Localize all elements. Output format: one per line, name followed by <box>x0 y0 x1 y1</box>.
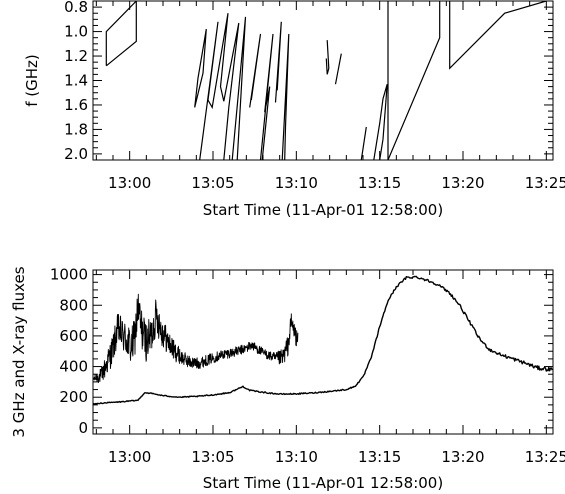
x-tick-label: 13:10 <box>275 174 318 192</box>
y-tick-label: 1.6 <box>64 96 88 114</box>
plot-frame <box>92 0 554 161</box>
x-axis-title: Start Time (11-Apr-01 12:58:00) <box>203 474 443 492</box>
plot-frame <box>92 269 554 435</box>
y-tick-label: 800 <box>59 296 88 314</box>
xray-flux-series <box>93 275 553 405</box>
y-axis-title: 3 GHz and X-ray fluxes <box>10 266 28 437</box>
x-tick-label: 13:05 <box>191 448 234 466</box>
x-tick-label: 13:05 <box>191 174 234 192</box>
burst-trace <box>259 33 274 160</box>
x-tick-label: 13:10 <box>275 448 318 466</box>
x-tick-label: 13:00 <box>108 174 151 192</box>
x-tick-label: 13:15 <box>358 448 401 466</box>
frequency-panel: 13:00 13:05 13:10 13:15 13:20 13:25 0.8 1.0 1.2 1… <box>23 0 565 219</box>
burst-trace <box>325 40 330 75</box>
y-tick-label: 400 <box>59 358 88 376</box>
y-tick-label: 600 <box>59 327 88 345</box>
x-tick-label: 13:20 <box>441 448 484 466</box>
y-tick-label: 0.8 <box>64 0 88 16</box>
y-tick-label: 1000 <box>50 266 88 284</box>
x-tick-label: 13:00 <box>108 448 151 466</box>
x-tick-label: 13:25 <box>525 174 565 192</box>
y-tick-label: 2.0 <box>64 145 88 163</box>
y-axis-title: f (GHz) <box>23 54 41 107</box>
burst-trace <box>105 1 137 67</box>
x-tick-label: 13:15 <box>358 174 401 192</box>
burst-trace <box>199 13 240 160</box>
burst-trace <box>281 33 290 160</box>
burst-trace <box>387 1 441 160</box>
burst-trace <box>194 28 207 108</box>
burst-trace <box>449 1 547 70</box>
y-tick-label: 0 <box>78 419 88 437</box>
burst-trace <box>334 53 342 85</box>
x-tick-label: 13:25 <box>525 448 565 466</box>
burst-trace <box>231 16 247 160</box>
burst-trace <box>373 84 388 160</box>
y-tick-label: 1.4 <box>64 72 88 90</box>
plot-area <box>105 1 547 160</box>
burst-trace <box>249 33 262 108</box>
x-tick-label: 13:20 <box>441 174 484 192</box>
y-tick-label: 200 <box>59 388 88 406</box>
burst-trace <box>274 21 282 103</box>
y-tick-label: 1.0 <box>64 23 88 41</box>
radio-flux-series <box>93 293 299 384</box>
y-tick-label: 1.8 <box>64 120 88 138</box>
x-axis-title: Start Time (11-Apr-01 12:58:00) <box>203 201 443 219</box>
plot-area <box>93 275 553 405</box>
burst-trace <box>360 126 367 160</box>
y-tick-label: 1.2 <box>64 47 88 65</box>
flux-panel: 13:00 13:05 13:10 13:15 13:20 13:25 0 200 400 600… <box>10 266 565 492</box>
